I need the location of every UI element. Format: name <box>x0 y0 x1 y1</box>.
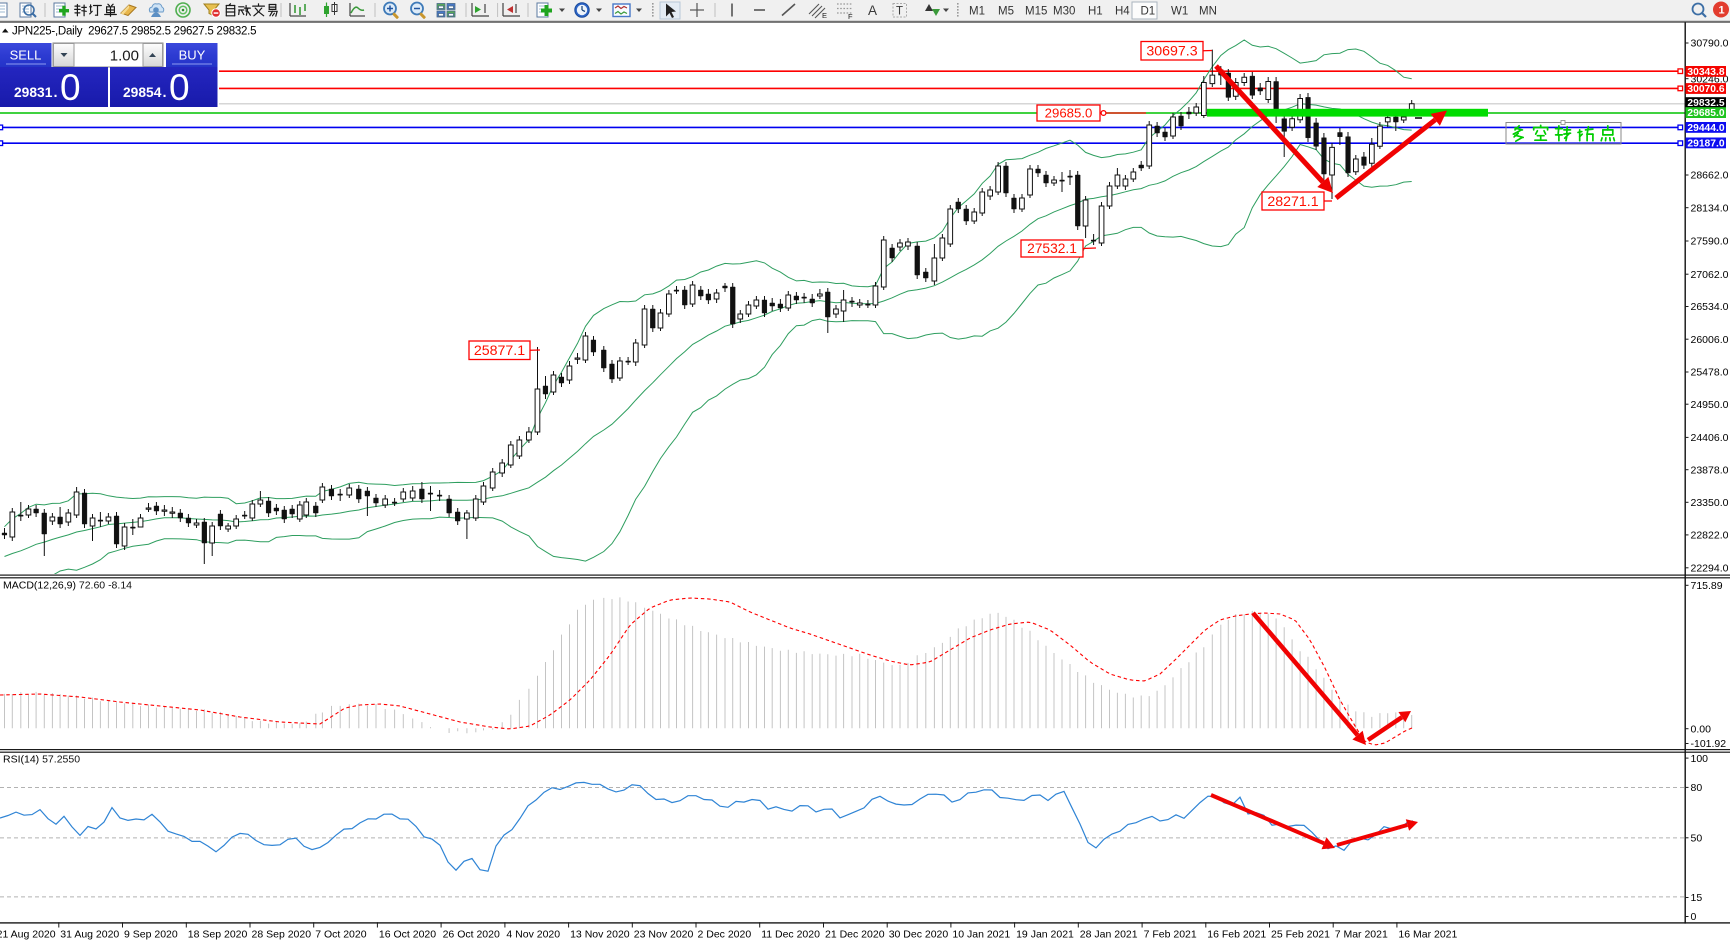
svg-text:25478.0: 25478.0 <box>1691 367 1729 379</box>
svg-text:715.89: 715.89 <box>1691 580 1723 592</box>
svg-text:30697.3: 30697.3 <box>1146 44 1197 60</box>
svg-text:BUY: BUY <box>179 48 206 63</box>
svg-text:MACD(12,26,9) 72.60 -8.14: MACD(12,26,9) 72.60 -8.14 <box>3 580 132 592</box>
svg-text:.: . <box>163 85 167 101</box>
svg-text:JPN225-,Daily 29627.5 29852.5: JPN225-,Daily 29627.5 29852.5 29627.5 29… <box>12 26 256 38</box>
svg-text:28 Sep 2020: 28 Sep 2020 <box>252 929 312 941</box>
svg-text:27062.0: 27062.0 <box>1691 269 1729 281</box>
svg-text:28662.0: 28662.0 <box>1691 170 1729 182</box>
svg-text:29831: 29831 <box>14 85 53 100</box>
svg-text:31 Aug 2020: 31 Aug 2020 <box>60 929 119 941</box>
svg-text:W1: W1 <box>1171 6 1188 18</box>
svg-text:30 Dec 2020: 30 Dec 2020 <box>889 929 949 941</box>
svg-text:23350.0: 23350.0 <box>1691 497 1729 509</box>
svg-text:E: E <box>822 11 827 20</box>
svg-text:9 Sep 2020: 9 Sep 2020 <box>124 929 178 941</box>
svg-text:13 Nov 2020: 13 Nov 2020 <box>570 929 630 941</box>
svg-text:29832.5: 29832.5 <box>1687 98 1724 109</box>
svg-text:25 Feb 2021: 25 Feb 2021 <box>1271 929 1330 941</box>
svg-text:0.00: 0.00 <box>1691 723 1712 735</box>
svg-text:H4: H4 <box>1115 6 1130 18</box>
svg-text:RSI(14) 57.2550: RSI(14) 57.2550 <box>3 754 80 766</box>
svg-text:M15: M15 <box>1025 6 1047 18</box>
svg-text:24406.0: 24406.0 <box>1691 432 1729 444</box>
svg-text:1: 1 <box>1719 5 1725 17</box>
svg-text:2 Dec 2020: 2 Dec 2020 <box>698 929 752 941</box>
svg-text:24950.0: 24950.0 <box>1691 399 1729 411</box>
svg-text:0: 0 <box>1691 911 1697 923</box>
svg-text:A: A <box>868 3 877 18</box>
svg-text:0: 0 <box>169 67 190 108</box>
svg-text:28271.1: 28271.1 <box>1267 194 1318 210</box>
svg-text:7 Mar 2021: 7 Mar 2021 <box>1335 929 1388 941</box>
svg-text:1.00: 1.00 <box>110 48 139 65</box>
svg-text:25877.1: 25877.1 <box>474 343 525 359</box>
svg-text:0: 0 <box>60 67 81 108</box>
svg-text:-101.92: -101.92 <box>1691 738 1727 750</box>
svg-text:50: 50 <box>1691 833 1703 845</box>
svg-text:23878.0: 23878.0 <box>1691 464 1729 476</box>
svg-text:23 Nov 2020: 23 Nov 2020 <box>634 929 694 941</box>
svg-text:30790.0: 30790.0 <box>1691 38 1729 50</box>
svg-text:29685.0: 29685.0 <box>1687 108 1724 119</box>
svg-text:F: F <box>848 12 853 21</box>
svg-text:29854: 29854 <box>123 85 162 100</box>
svg-text:28 Jan 2021: 28 Jan 2021 <box>1080 929 1138 941</box>
svg-text:29444.0: 29444.0 <box>1687 123 1724 134</box>
svg-text:27590.0: 27590.0 <box>1691 236 1729 248</box>
svg-text:M30: M30 <box>1053 6 1075 18</box>
svg-text:7 Oct 2020: 7 Oct 2020 <box>315 929 367 941</box>
svg-text:16 Feb 2021: 16 Feb 2021 <box>1207 929 1266 941</box>
svg-text:T: T <box>896 6 903 18</box>
svg-text:D1: D1 <box>1141 6 1156 18</box>
svg-text:SELL: SELL <box>10 48 42 63</box>
svg-text:30343.8: 30343.8 <box>1687 67 1724 78</box>
svg-text:26534.0: 26534.0 <box>1691 301 1729 313</box>
svg-text:26006.0: 26006.0 <box>1691 334 1729 346</box>
svg-text:15: 15 <box>1691 892 1703 904</box>
svg-text:80: 80 <box>1691 782 1703 794</box>
svg-text:7 Feb 2021: 7 Feb 2021 <box>1144 929 1197 941</box>
svg-text:100: 100 <box>1691 753 1709 765</box>
svg-text:H1: H1 <box>1088 6 1103 18</box>
svg-text:21 Aug 2020: 21 Aug 2020 <box>0 929 56 941</box>
svg-text:4 Nov 2020: 4 Nov 2020 <box>506 929 560 941</box>
svg-text:.: . <box>54 85 58 101</box>
svg-text:28134.0: 28134.0 <box>1691 202 1729 214</box>
svg-text:10 Jan 2021: 10 Jan 2021 <box>952 929 1010 941</box>
svg-text:22294.0: 22294.0 <box>1691 563 1729 575</box>
svg-text:M5: M5 <box>998 6 1014 18</box>
svg-text:21 Dec 2020: 21 Dec 2020 <box>825 929 885 941</box>
svg-text:29187.0: 29187.0 <box>1687 139 1724 150</box>
svg-text:MN: MN <box>1199 6 1217 18</box>
svg-text:27532.1: 27532.1 <box>1027 241 1077 256</box>
svg-text:22822.0: 22822.0 <box>1691 530 1729 542</box>
svg-text:16 Mar 2021: 16 Mar 2021 <box>1398 929 1457 941</box>
svg-text:16 Oct 2020: 16 Oct 2020 <box>379 929 436 941</box>
svg-text:26 Oct 2020: 26 Oct 2020 <box>443 929 500 941</box>
svg-text:29685.0: 29685.0 <box>1045 105 1093 120</box>
svg-text:30070.6: 30070.6 <box>1687 84 1724 95</box>
svg-text:18 Sep 2020: 18 Sep 2020 <box>188 929 248 941</box>
svg-text:19 Jan 2021: 19 Jan 2021 <box>1016 929 1074 941</box>
svg-text:M1: M1 <box>969 6 985 18</box>
svg-text:11 Dec 2020: 11 Dec 2020 <box>761 929 820 941</box>
